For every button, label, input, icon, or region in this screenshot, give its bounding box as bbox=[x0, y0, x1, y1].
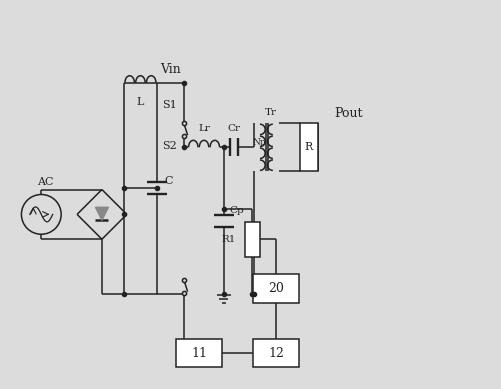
Text: 11: 11 bbox=[191, 347, 207, 359]
Bar bbox=[299, 123, 317, 171]
Bar bbox=[176, 338, 222, 368]
Text: AC: AC bbox=[37, 177, 54, 187]
Text: Cp: Cp bbox=[229, 206, 244, 215]
Text: R: R bbox=[304, 142, 312, 152]
Text: C: C bbox=[164, 176, 172, 186]
Bar bbox=[244, 222, 260, 257]
Text: Vin: Vin bbox=[160, 63, 180, 76]
Text: S2: S2 bbox=[161, 141, 176, 151]
Text: 20: 20 bbox=[268, 282, 284, 295]
Polygon shape bbox=[95, 207, 108, 220]
Text: Tr: Tr bbox=[265, 108, 277, 117]
Circle shape bbox=[22, 194, 61, 234]
Text: S1: S1 bbox=[161, 100, 176, 110]
Bar bbox=[253, 274, 299, 303]
Text: Pout: Pout bbox=[334, 107, 362, 120]
Text: L: L bbox=[136, 96, 144, 107]
Text: Np: Np bbox=[252, 138, 265, 147]
Text: Lr: Lr bbox=[198, 124, 209, 133]
Text: Cr: Cr bbox=[227, 124, 240, 133]
Text: 12: 12 bbox=[268, 347, 284, 359]
Text: R1: R1 bbox=[221, 235, 235, 244]
Bar bbox=[253, 338, 299, 368]
